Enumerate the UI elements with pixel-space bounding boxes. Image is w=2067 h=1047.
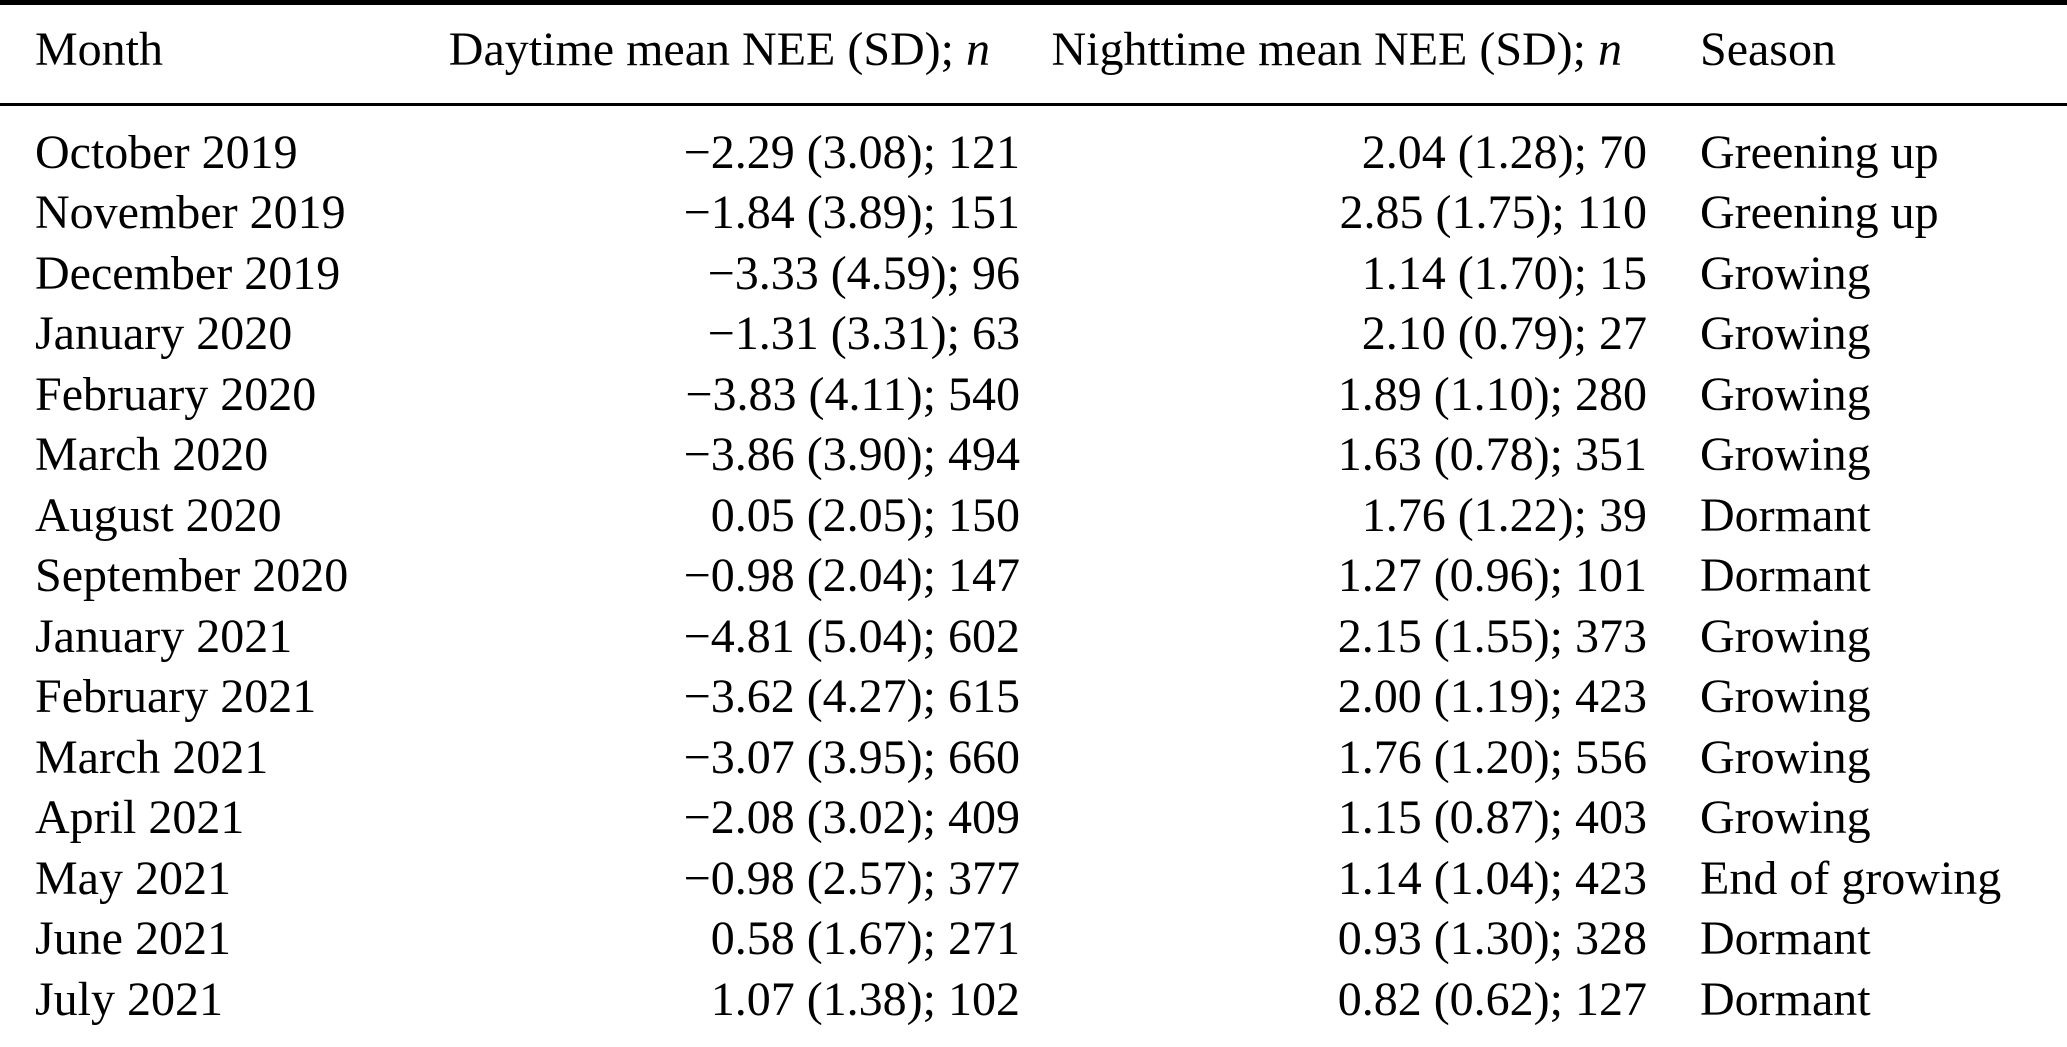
- cell-season: Growing: [1700, 246, 1871, 300]
- cell-month: November 2019: [35, 186, 346, 240]
- cell-daytime: 0.58 (1.67); 271: [710, 912, 1020, 966]
- cell-season: Growing: [1700, 609, 1871, 663]
- cell-season: End of growing: [1700, 851, 2002, 905]
- cell-season: Dormant: [1700, 488, 1871, 542]
- column-header-nighttime: Nighttime mean NEE (SD); n: [1020, 5, 1647, 106]
- cell-month: February 2021: [35, 670, 317, 724]
- cell-month: January 2020: [35, 307, 293, 361]
- table-row: June 2021 0.58 (1.67); 271 0.93 (1.30); 32…: [0, 909, 2067, 970]
- table-row: April 2021 −2.08 (3.02); 409 1.15 (0.87); …: [0, 788, 2067, 849]
- table-header: Month Daytime mean NEE (SD); n Nighttime…: [0, 5, 2067, 106]
- cell-nighttime: 2.10 (0.79); 27: [1361, 307, 1647, 361]
- cell-season: Growing: [1700, 428, 1871, 482]
- cell-daytime: −4.81 (5.04); 602: [683, 609, 1020, 663]
- header-row: Month Daytime mean NEE (SD); n Nighttime…: [0, 5, 2067, 106]
- cell-daytime: −0.98 (2.57); 377: [683, 851, 1020, 905]
- cell-daytime: −3.83 (4.11); 540: [685, 367, 1020, 421]
- table-row: May 2021 −0.98 (2.57); 377 1.14 (1.04); 42…: [0, 848, 2067, 909]
- table-row: October 2019 −2.29 (3.08); 121 2.04 (1.28)…: [0, 105, 2067, 183]
- cell-season: Growing: [1700, 791, 1871, 845]
- cell-daytime: −3.07 (3.95); 660: [683, 730, 1020, 784]
- cell-nighttime: 2.15 (1.55); 373: [1337, 609, 1647, 663]
- column-header-nighttime-label: Nighttime mean NEE (SD);: [1051, 22, 1598, 76]
- column-header-daytime: Daytime mean NEE (SD); n: [440, 5, 1020, 106]
- cell-month: February 2020: [35, 367, 317, 421]
- cell-nighttime: 2.00 (1.19); 423: [1337, 670, 1647, 724]
- cell-month: March 2021: [35, 730, 269, 784]
- table-row: March 2020 −3.86 (3.90); 494 1.63 (0.78); …: [0, 425, 2067, 486]
- table-row: January 2020 −1.31 (3.31); 63 2.10 (0.79);…: [0, 304, 2067, 365]
- table-row: July 2021 1.07 (1.38); 102 0.82 (0.62); 12…: [0, 969, 2067, 1047]
- cell-nighttime: 0.82 (0.62); 127: [1337, 972, 1647, 1026]
- cell-daytime: −1.84 (3.89); 151: [683, 186, 1020, 240]
- cell-nighttime: 0.93 (1.30); 328: [1337, 912, 1647, 966]
- table-row: February 2021 −3.62 (4.27); 615 2.00 (1.19…: [0, 667, 2067, 728]
- cell-nighttime: 1.14 (1.70); 15: [1361, 246, 1647, 300]
- cell-nighttime: 1.89 (1.10); 280: [1337, 367, 1647, 421]
- cell-daytime: 1.07 (1.38); 102: [710, 972, 1020, 1026]
- cell-season: Dormant: [1700, 972, 1871, 1026]
- cell-nighttime: 1.15 (0.87); 403: [1337, 791, 1647, 845]
- cell-daytime: −0.98 (2.04); 147: [683, 549, 1020, 603]
- cell-month: October 2019: [35, 125, 298, 179]
- cell-nighttime: 2.04 (1.28); 70: [1361, 125, 1647, 179]
- cell-season: Growing: [1700, 730, 1871, 784]
- cell-season: Dormant: [1700, 912, 1871, 966]
- cell-season: Greening up: [1700, 186, 1939, 240]
- cell-month: September 2020: [35, 549, 349, 603]
- column-header-month: Month: [0, 5, 440, 106]
- table-row: January 2021 −4.81 (5.04); 602 2.15 (1.55)…: [0, 606, 2067, 667]
- cell-nighttime: 2.85 (1.75); 110: [1339, 186, 1647, 240]
- cell-daytime: −2.08 (3.02); 409: [683, 791, 1020, 845]
- table-row: February 2020 −3.83 (4.11); 540 1.89 (1.10…: [0, 364, 2067, 425]
- cell-month: May 2021: [35, 851, 231, 905]
- cell-daytime: −3.86 (3.90); 494: [683, 428, 1020, 482]
- cell-season: Dormant: [1700, 549, 1871, 603]
- cell-season: Greening up: [1700, 125, 1939, 179]
- table-row: September 2020 −0.98 (2.04); 147 1.27 (0.9…: [0, 546, 2067, 607]
- column-header-season-label: Season: [1700, 22, 1836, 76]
- table-row: August 2020 0.05 (2.05); 150 1.76 (1.22); …: [0, 485, 2067, 546]
- cell-month: March 2020: [35, 428, 269, 482]
- column-header-month-label: Month: [35, 22, 164, 76]
- cell-daytime: −3.62 (4.27); 615: [683, 670, 1020, 724]
- table-body: October 2019 −2.29 (3.08); 121 2.04 (1.28)…: [0, 105, 2067, 1047]
- cell-nighttime: 1.76 (1.22); 39: [1361, 488, 1647, 542]
- cell-month: August 2020: [35, 488, 282, 542]
- cell-month: April 2021: [35, 791, 245, 845]
- cell-month: July 2021: [35, 972, 224, 1026]
- cell-month: January 2021: [35, 609, 293, 663]
- cell-nighttime: 1.76 (1.20); 556: [1337, 730, 1647, 784]
- column-header-daytime-label: Daytime mean NEE (SD);: [448, 22, 966, 76]
- nee-monthly-table: Month Daytime mean NEE (SD); n Nighttime…: [0, 5, 2067, 1047]
- column-header-nighttime-n-italic: n: [1598, 22, 1622, 76]
- cell-season: Growing: [1700, 670, 1871, 724]
- table-row: November 2019 −1.84 (3.89); 151 2.85 (1.75…: [0, 183, 2067, 244]
- top-rule: [0, 0, 2067, 5]
- cell-daytime: 0.05 (2.05); 150: [710, 488, 1020, 542]
- cell-nighttime: 1.27 (0.96); 101: [1337, 549, 1647, 603]
- cell-daytime: −3.33 (4.59); 96: [707, 246, 1020, 300]
- column-header-season: Season: [1647, 5, 2067, 106]
- cell-season: Growing: [1700, 367, 1871, 421]
- cell-nighttime: 1.63 (0.78); 351: [1337, 428, 1647, 482]
- cell-month: June 2021: [35, 912, 231, 966]
- column-header-daytime-n-italic: n: [966, 22, 990, 76]
- cell-daytime: −1.31 (3.31); 63: [707, 307, 1020, 361]
- table-row: December 2019 −3.33 (4.59); 96 1.14 (1.70)…: [0, 243, 2067, 304]
- cell-season: Growing: [1700, 307, 1871, 361]
- table-row: March 2021 −3.07 (3.95); 660 1.76 (1.20); …: [0, 727, 2067, 788]
- cell-month: December 2019: [35, 246, 341, 300]
- cell-nighttime: 1.14 (1.04); 423: [1337, 851, 1647, 905]
- cell-daytime: −2.29 (3.08); 121: [683, 125, 1020, 179]
